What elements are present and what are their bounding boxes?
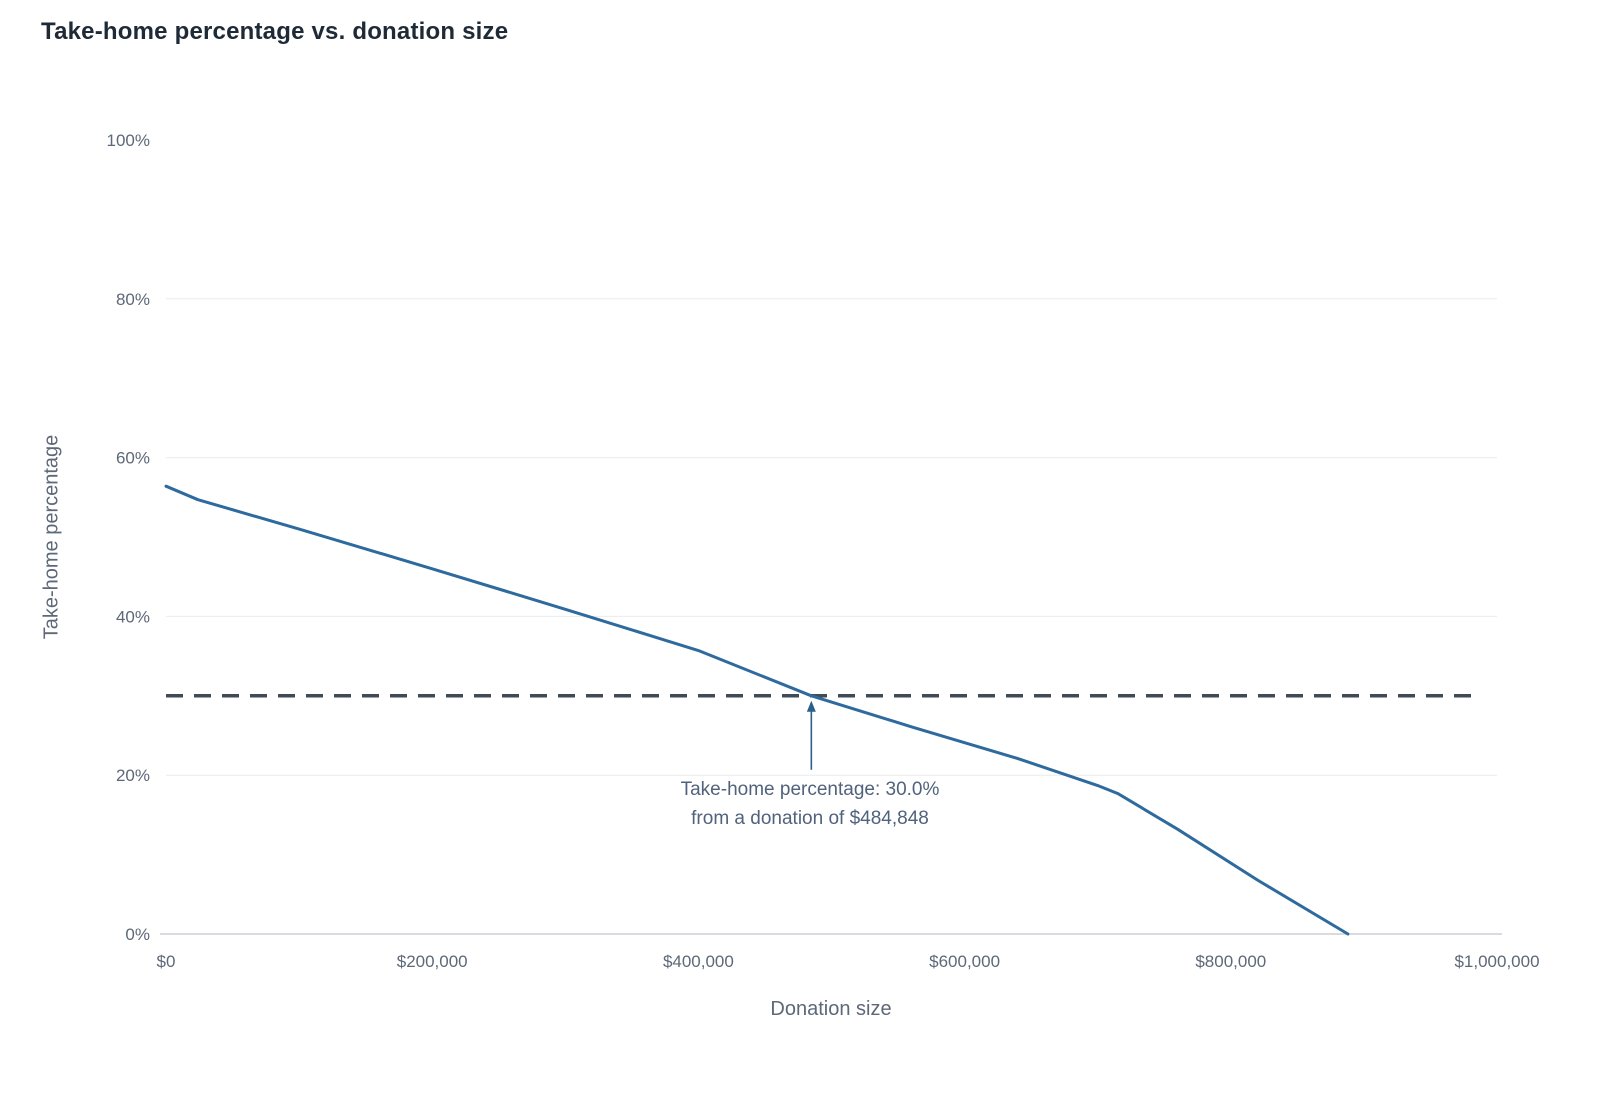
series-line [164, 484, 1350, 936]
annotation-line2: from a donation of $484,848 [691, 808, 929, 829]
x-tick-label: $400,000 [663, 952, 734, 971]
annotation: Take-home percentage: 30.0% from a donat… [681, 775, 940, 833]
y-tick-label: 100% [107, 131, 150, 150]
x-tick-label: $800,000 [1195, 952, 1266, 971]
x-tick-label: $0 [157, 952, 176, 971]
y-tick-label: 40% [116, 607, 150, 626]
y-tick-label: 0% [125, 925, 150, 944]
x-tick-label: $1,000,000 [1454, 952, 1539, 971]
chart-title: Take-home percentage vs. donation size [41, 18, 509, 45]
x-tick-label: $600,000 [929, 952, 1000, 971]
annotation-line1: Take-home percentage: 30.0% [680, 779, 940, 800]
x-axis-label: Donation size [770, 998, 892, 1020]
y-tick-label: 60% [116, 449, 150, 468]
x-tick-label: $200,000 [397, 952, 468, 971]
y-tick-label: 80% [116, 290, 150, 309]
y-tick-label: 20% [116, 766, 150, 785]
annotation-arrow-head [806, 700, 816, 712]
